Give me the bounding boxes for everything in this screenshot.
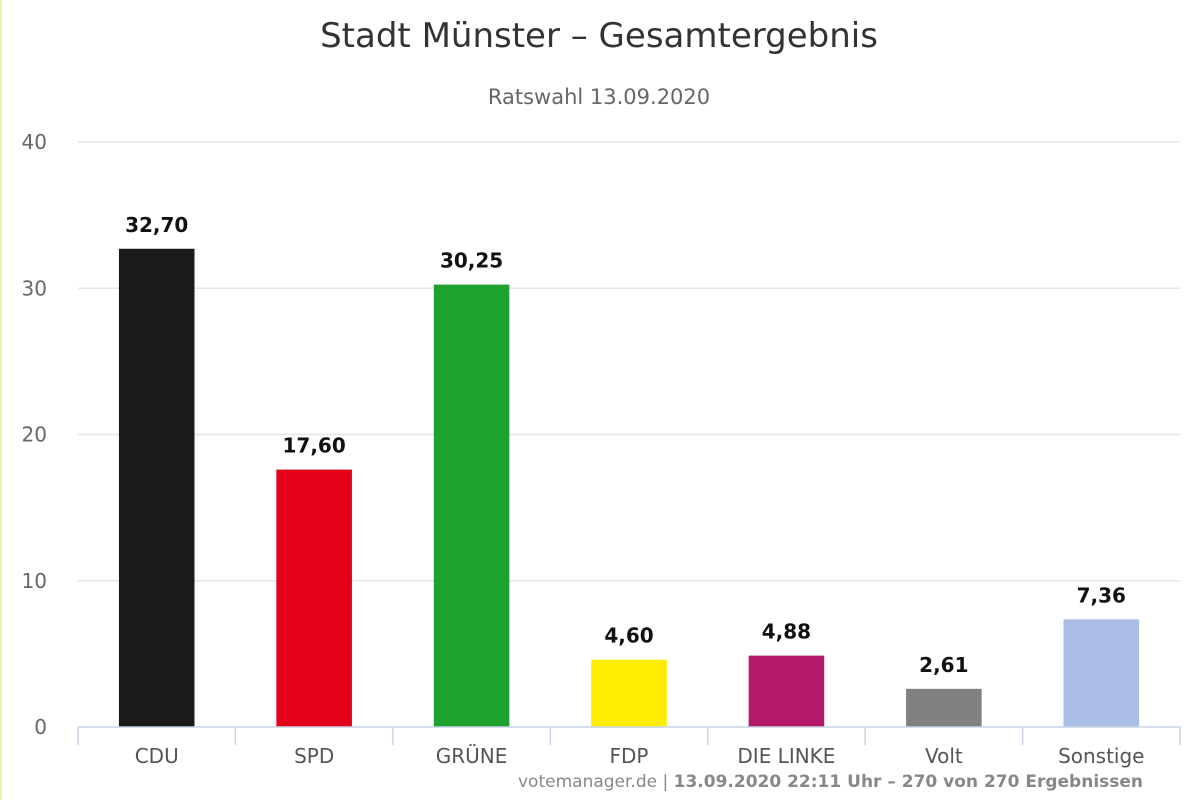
y-tick-label: 0 — [34, 715, 47, 739]
chart-subtitle: Ratswahl 13.09.2020 — [488, 85, 710, 109]
bar-gr-ne[interactable] — [433, 284, 510, 727]
x-tick-label: CDU — [135, 744, 179, 768]
data-label: 17,60 — [283, 434, 346, 458]
credits-separator: | — [657, 772, 674, 792]
grid-layer — [78, 141, 1180, 582]
data-label: 32,70 — [125, 213, 188, 237]
axis-layer: 0 10 20 30 40 CDU SPD GRÜNE FDP DIE LINKE Volt Sons… — [22, 130, 1181, 768]
data-label: 2,61 — [919, 653, 968, 677]
left-border-rule — [0, 0, 2, 800]
y-tick-label: 20 — [22, 423, 47, 447]
bar-sonstige[interactable] — [1063, 619, 1140, 727]
label-layer: 32,70 17,60 30,25 4,60 4,88 2,61 7,36 — [125, 213, 1126, 677]
y-tick-label: 30 — [22, 276, 47, 300]
data-label: 4,60 — [604, 624, 653, 648]
x-tick-label: DIE LINKE — [737, 744, 835, 768]
data-label: 4,88 — [762, 620, 811, 644]
credits: votemanager.de | 13.09.2020 22:11 Uhr – … — [518, 772, 1143, 792]
x-tick-label: Sonstige — [1058, 744, 1144, 768]
x-tick-label: FDP — [610, 744, 649, 768]
x-tick-label: Volt — [925, 744, 963, 768]
bar-die-linke[interactable] — [748, 655, 825, 727]
data-label: 30,25 — [440, 249, 503, 273]
y-tick-label: 10 — [22, 569, 47, 593]
bar-layer — [118, 248, 1140, 727]
bar-volt[interactable] — [906, 688, 982, 727]
x-tick-label: SPD — [294, 744, 334, 768]
bar-fdp[interactable] — [591, 659, 667, 727]
credits-info: 13.09.2020 22:11 Uhr – 270 von 270 Ergeb… — [673, 772, 1144, 792]
chart-title: Stadt Münster – Gesamtergebnis — [320, 16, 878, 56]
data-label: 7,36 — [1077, 583, 1126, 607]
x-tick-label: GRÜNE — [436, 744, 508, 768]
credits-site[interactable]: votemanager.de — [518, 772, 658, 792]
bar-spd[interactable] — [276, 469, 352, 727]
bar-cdu[interactable] — [118, 248, 195, 727]
y-tick-label: 40 — [22, 130, 47, 154]
